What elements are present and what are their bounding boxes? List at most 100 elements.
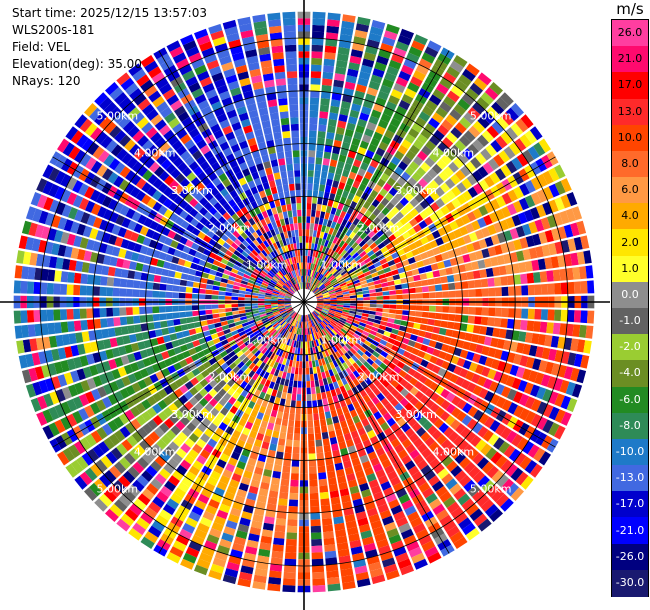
velocity-gate bbox=[438, 268, 447, 277]
velocity-gate bbox=[108, 106, 122, 120]
velocity-gate bbox=[356, 375, 364, 384]
velocity-gate bbox=[342, 362, 349, 370]
velocity-gate bbox=[361, 316, 369, 321]
velocity-gate bbox=[237, 271, 245, 277]
velocity-gate bbox=[298, 256, 301, 263]
velocity-gate bbox=[355, 288, 363, 293]
velocity-gate bbox=[289, 271, 294, 279]
velocity-gate bbox=[294, 347, 298, 355]
velocity-gate bbox=[323, 404, 330, 413]
velocity-gate bbox=[288, 419, 295, 427]
velocity-gate bbox=[369, 296, 377, 300]
velocity-gate bbox=[229, 234, 237, 242]
velocity-gate bbox=[251, 75, 263, 84]
velocity-gate bbox=[396, 361, 405, 369]
velocity-gate bbox=[488, 307, 496, 317]
velocity-gate bbox=[246, 492, 257, 501]
velocity-gate bbox=[311, 57, 323, 66]
velocity-gate bbox=[145, 127, 158, 139]
velocity-gate bbox=[325, 205, 332, 214]
velocity-gate bbox=[124, 452, 136, 465]
velocity-gate bbox=[320, 91, 331, 99]
velocity-gate bbox=[239, 316, 247, 321]
velocity-gate bbox=[224, 296, 232, 300]
velocity-gate bbox=[495, 135, 508, 149]
velocity-gate bbox=[366, 87, 378, 97]
velocity-gate bbox=[386, 65, 399, 76]
velocity-gate bbox=[439, 491, 452, 503]
velocity-gate bbox=[349, 485, 360, 495]
velocity-gate bbox=[338, 181, 346, 190]
velocity-gate bbox=[332, 360, 339, 368]
velocity-gate bbox=[345, 229, 353, 237]
velocity-gate bbox=[284, 259, 289, 267]
velocity-gate bbox=[418, 374, 428, 384]
velocity-gate bbox=[475, 288, 483, 297]
velocity-gate bbox=[353, 464, 363, 473]
velocity-gate bbox=[271, 294, 279, 298]
velocity-gate bbox=[227, 387, 236, 396]
velocity-gate bbox=[257, 352, 264, 360]
velocity-gate bbox=[449, 373, 459, 384]
velocity-gate bbox=[297, 249, 301, 257]
velocity-gate bbox=[133, 315, 141, 324]
velocity-gate bbox=[244, 228, 252, 237]
velocity-gate bbox=[163, 198, 173, 208]
velocity-gate bbox=[294, 263, 298, 270]
velocity-gate bbox=[191, 242, 200, 251]
velocity-gate bbox=[316, 304, 324, 307]
velocity-gate bbox=[395, 201, 405, 211]
velocity-gate bbox=[284, 305, 292, 308]
velocity-gate bbox=[293, 256, 297, 264]
velocity-gate bbox=[339, 267, 346, 274]
velocity-gate bbox=[288, 379, 294, 387]
velocity-gate bbox=[390, 206, 400, 216]
velocity-gate bbox=[341, 405, 349, 414]
velocity-gate bbox=[383, 487, 395, 497]
velocity-gate bbox=[278, 438, 286, 446]
velocity-gate bbox=[368, 374, 377, 382]
velocity-gate bbox=[202, 267, 211, 274]
velocity-gate bbox=[514, 452, 527, 466]
velocity-gate bbox=[286, 292, 293, 297]
velocity-gate bbox=[219, 225, 228, 234]
velocity-gate bbox=[280, 289, 287, 294]
velocity-gate bbox=[135, 414, 147, 426]
velocity-gate bbox=[393, 546, 407, 557]
velocity-gate bbox=[347, 329, 355, 336]
velocity-gate bbox=[148, 66, 162, 79]
velocity-gate bbox=[461, 498, 475, 511]
velocity-gate bbox=[142, 237, 152, 247]
velocity-gate bbox=[522, 249, 531, 261]
velocity-gate bbox=[179, 252, 188, 260]
velocity-gate bbox=[60, 416, 72, 431]
velocity-gate bbox=[340, 175, 348, 184]
velocity-gate bbox=[311, 558, 324, 566]
velocity-gate bbox=[55, 202, 66, 216]
velocity-gate bbox=[38, 379, 49, 394]
velocity-gate bbox=[282, 275, 288, 282]
velocity-gate bbox=[309, 110, 319, 118]
velocity-gate bbox=[188, 347, 197, 356]
velocity-gate bbox=[448, 282, 456, 290]
velocity-gate bbox=[256, 359, 263, 368]
velocity-gate bbox=[211, 362, 220, 370]
velocity-gate bbox=[313, 264, 318, 271]
velocity-gate bbox=[399, 378, 409, 388]
velocity-gate bbox=[213, 202, 223, 211]
velocity-gate bbox=[442, 306, 450, 313]
velocity-gate bbox=[319, 365, 325, 373]
velocity-gate bbox=[445, 392, 456, 403]
velocity-gate bbox=[194, 564, 209, 576]
velocity-gate bbox=[122, 259, 131, 269]
velocity-gate bbox=[325, 32, 339, 41]
velocity-gate bbox=[293, 340, 297, 348]
velocity-gate bbox=[429, 191, 440, 201]
velocity-gate bbox=[274, 274, 280, 281]
velocity-gate bbox=[185, 305, 193, 311]
velocity-gate bbox=[225, 250, 234, 257]
velocity-gate bbox=[59, 309, 68, 321]
velocity-gate bbox=[47, 322, 56, 335]
velocity-gate bbox=[48, 183, 60, 198]
velocity-gate bbox=[65, 463, 79, 478]
